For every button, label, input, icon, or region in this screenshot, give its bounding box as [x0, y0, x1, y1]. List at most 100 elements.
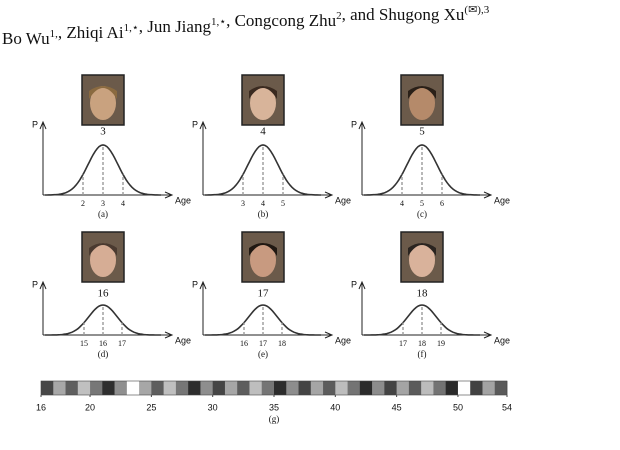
bar-cell	[372, 381, 385, 395]
face	[90, 86, 116, 120]
tick-label: 16	[99, 339, 107, 348]
tick-label: 4	[261, 199, 265, 208]
tick-label: 3	[101, 199, 105, 208]
bar-cell	[41, 381, 54, 395]
distribution-curve	[45, 304, 161, 336]
panel-caption: (f)	[418, 349, 427, 359]
bar-cell	[212, 381, 226, 395]
hair	[249, 86, 277, 99]
bar-cell	[421, 381, 434, 395]
x-arrow	[164, 191, 174, 199]
bar-cell	[359, 381, 373, 395]
distribution-curve	[205, 304, 321, 336]
y-arrow	[39, 280, 47, 290]
author-name: , Zhiqi Ai	[58, 23, 124, 42]
y-arrow	[39, 120, 47, 130]
bar-cell	[188, 381, 201, 395]
bar-cell	[53, 381, 66, 395]
bar-cell	[126, 381, 140, 395]
x-arrow	[483, 331, 493, 339]
bar-cell	[286, 381, 299, 395]
y-axis-label: P	[32, 279, 38, 289]
bar-cell	[408, 381, 422, 395]
bar-tick-label: 50	[453, 402, 463, 412]
distribution-curve	[45, 144, 161, 196]
bar-cell	[261, 381, 275, 395]
bar-cell	[310, 381, 324, 395]
age-label: 4	[260, 126, 266, 138]
bar-cell	[175, 381, 189, 395]
bar-cell	[274, 381, 287, 395]
age-label: 18	[417, 288, 429, 300]
x-axis-label: Age	[175, 335, 191, 345]
hair	[89, 243, 117, 256]
bar-cell	[114, 381, 128, 395]
bar-tick-label: 25	[146, 402, 156, 412]
bar-cell	[237, 381, 250, 395]
face	[250, 86, 276, 120]
hair	[408, 243, 436, 256]
bar-tick-label: 30	[208, 402, 218, 412]
x-arrow	[324, 331, 334, 339]
author-name: , Congcong Zhu	[226, 11, 337, 30]
face	[409, 243, 435, 277]
tick-label: 2	[81, 199, 85, 208]
x-axis-label: Age	[335, 335, 351, 345]
face	[409, 86, 435, 120]
bar-cell	[249, 381, 263, 395]
bar-tick-label: 54	[502, 402, 512, 412]
panel-caption: (e)	[258, 349, 268, 359]
y-arrow	[199, 280, 207, 290]
tick-label: 18	[278, 339, 286, 348]
y-arrow	[358, 280, 366, 290]
hair	[408, 86, 436, 99]
bar-tick-label: 40	[330, 402, 340, 412]
x-arrow	[324, 191, 334, 199]
hair	[89, 86, 117, 99]
author-affiliation: 1,⋆	[124, 22, 139, 34]
bar-tick-label: 45	[392, 402, 402, 412]
y-arrow	[199, 120, 207, 130]
bar-cell	[151, 381, 164, 395]
bar-cell	[396, 381, 410, 395]
y-axis-label: P	[192, 119, 198, 129]
tick-label: 5	[281, 199, 285, 208]
age-label: 5	[419, 126, 425, 138]
tick-label: 6	[440, 199, 444, 208]
y-arrow	[358, 120, 366, 130]
bar-cell	[323, 381, 336, 395]
y-axis-label: P	[351, 279, 357, 289]
distribution-curve	[364, 304, 480, 336]
bar-cell	[470, 381, 483, 395]
author-affiliation: (✉),3	[464, 4, 489, 16]
tick-label: 5	[420, 199, 424, 208]
bar-cell	[482, 381, 496, 395]
distribution-curve	[205, 144, 321, 196]
x-axis-label: Age	[335, 195, 351, 205]
tick-label: 4	[121, 199, 125, 208]
x-arrow	[164, 331, 174, 339]
tick-label: 17	[259, 339, 267, 348]
bar-cell	[445, 381, 459, 395]
bar-cell	[433, 381, 446, 395]
bar-cell	[347, 381, 361, 395]
bar-tick-label: 35	[269, 402, 279, 412]
panel-caption: (d)	[98, 349, 109, 359]
y-axis-label: P	[192, 279, 198, 289]
tick-label: 3	[241, 199, 245, 208]
age-label: 17	[258, 288, 270, 300]
bar-tick-label: 20	[85, 402, 95, 412]
author-name: , and Shugong Xu	[342, 5, 465, 24]
distribution-curve	[364, 144, 480, 196]
bar-cell	[457, 381, 471, 395]
author-affiliation: 2	[336, 10, 342, 22]
bar-caption: (g)	[269, 414, 280, 424]
age-label: 3	[100, 126, 106, 138]
bar-cell	[335, 381, 348, 395]
face	[250, 243, 276, 277]
tick-label: 18	[418, 339, 426, 348]
tick-label: 17	[118, 339, 126, 348]
bar-cell	[90, 381, 103, 395]
bar-cell	[200, 381, 213, 395]
